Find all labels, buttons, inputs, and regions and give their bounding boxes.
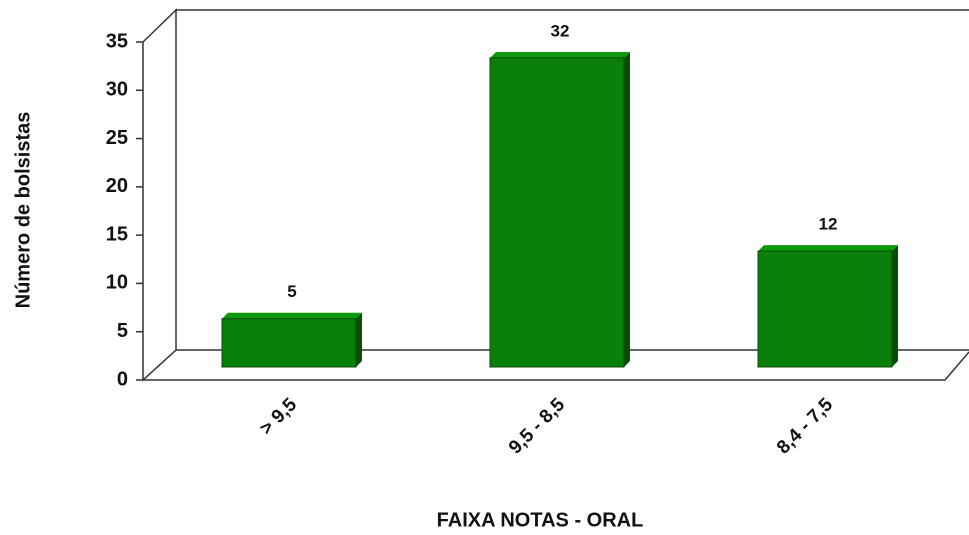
y-tick-label: 25 <box>106 127 128 149</box>
y-tick-label: 5 <box>117 320 128 342</box>
value-label: 12 <box>819 215 838 234</box>
x-axis-title: FAIXA NOTAS - ORAL <box>437 509 644 531</box>
floor-edge <box>143 351 969 381</box>
y-tick-label: 30 <box>106 79 128 101</box>
value-label: 5 <box>287 282 296 301</box>
bar <box>757 245 898 368</box>
bar <box>489 51 630 368</box>
left-wall <box>142 8 177 382</box>
y-tick-label: 20 <box>106 175 128 197</box>
bar <box>221 312 362 368</box>
y-tick-label: 15 <box>106 223 128 245</box>
y-tick-label: 35 <box>106 30 128 52</box>
x-tick-label: 9,5 - 8,5 <box>505 394 569 458</box>
y-tick-label: 10 <box>106 272 128 294</box>
value-label: 32 <box>551 21 570 40</box>
y-tick-label: 0 <box>117 368 128 390</box>
x-tick-label: 8,4 - 7,5 <box>773 394 837 458</box>
y-axis-title: Número de bolsistas <box>12 112 34 309</box>
x-tick-label: > 9,5 <box>256 394 301 439</box>
